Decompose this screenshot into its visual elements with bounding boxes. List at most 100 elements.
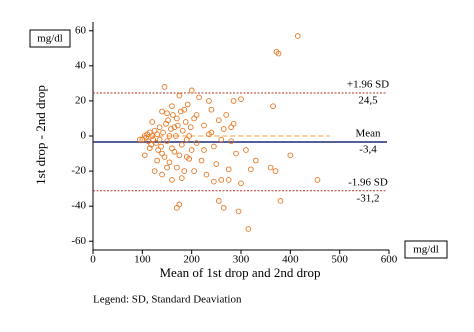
point <box>201 147 207 153</box>
point <box>213 161 220 167</box>
x-tick-label: 0 <box>90 254 96 266</box>
point <box>294 33 301 39</box>
y-axis-title: 1st drop - 2nd drop <box>33 85 48 185</box>
point <box>225 166 232 173</box>
point <box>179 127 186 134</box>
point <box>164 164 170 171</box>
y-tick-label: 60 <box>75 24 87 36</box>
point <box>170 112 176 118</box>
point <box>182 119 189 125</box>
x-tick-label: 100 <box>134 254 151 266</box>
point <box>153 140 159 146</box>
point <box>166 159 173 166</box>
point <box>159 171 165 178</box>
x-tick-label: 500 <box>331 254 348 266</box>
point <box>149 133 156 139</box>
point <box>220 126 227 132</box>
point <box>235 208 242 215</box>
unit-box <box>404 240 448 259</box>
reference-label: -1.96 SD <box>348 176 388 188</box>
unit-box <box>29 29 71 48</box>
point <box>196 94 202 101</box>
point <box>161 84 168 90</box>
x-tick-label: 400 <box>282 254 299 266</box>
point <box>178 175 185 181</box>
x-unit: mg/dl <box>413 244 439 256</box>
point <box>159 108 165 115</box>
point <box>208 106 215 113</box>
point <box>206 98 212 104</box>
point <box>188 87 195 94</box>
point <box>218 136 225 143</box>
point <box>154 157 160 164</box>
point <box>164 110 170 117</box>
point <box>173 133 179 139</box>
point <box>186 133 193 139</box>
point <box>270 103 276 110</box>
point <box>145 138 152 145</box>
reference-label: Mean <box>355 127 381 139</box>
point <box>158 143 164 150</box>
point <box>176 92 183 99</box>
point <box>150 136 157 143</box>
x-axis-title: Mean of 1st drop and 2nd drop <box>159 265 320 280</box>
point <box>160 129 166 136</box>
point <box>272 168 279 174</box>
point <box>155 147 161 153</box>
point <box>181 106 188 113</box>
point <box>230 98 237 104</box>
y-tick-label: -40 <box>71 200 86 212</box>
point <box>148 141 155 148</box>
point <box>287 152 294 159</box>
point <box>165 117 171 124</box>
x-tick-label: 600 <box>381 254 398 266</box>
point <box>178 141 185 148</box>
point <box>174 115 180 122</box>
point <box>215 198 222 204</box>
point <box>156 124 163 131</box>
footnote: Legend: SD, Standard Deaviation <box>93 294 242 306</box>
point <box>225 176 232 183</box>
point <box>198 157 205 164</box>
y-tick-label: -20 <box>71 165 86 177</box>
point <box>171 148 178 155</box>
point <box>267 164 274 171</box>
y-unit: mg/dl <box>37 33 63 45</box>
point <box>181 168 188 174</box>
reference-value: 24,5 <box>358 95 378 107</box>
point <box>169 176 175 183</box>
point <box>252 157 259 164</box>
point <box>211 143 217 150</box>
x-tick-label: 300 <box>233 254 250 266</box>
point <box>187 124 194 131</box>
y-tick-label: 0 <box>81 130 87 142</box>
point <box>314 176 321 183</box>
reference-label: +1.96 SD <box>347 79 389 91</box>
point <box>171 124 178 131</box>
point <box>137 136 143 143</box>
point <box>174 164 180 171</box>
point <box>238 180 244 187</box>
reference-value: -3,4 <box>359 143 377 155</box>
point <box>151 168 158 174</box>
point <box>174 205 180 211</box>
point <box>208 129 215 136</box>
point <box>243 147 249 153</box>
point <box>164 138 170 145</box>
point <box>161 154 168 160</box>
point <box>141 152 148 159</box>
y-tick-label: 40 <box>75 59 87 71</box>
point <box>166 133 173 139</box>
point <box>169 103 175 110</box>
point <box>218 176 225 183</box>
point <box>183 154 190 160</box>
reference-value: -31,2 <box>357 192 380 204</box>
y-tick-label: 20 <box>75 94 87 106</box>
point <box>228 138 234 145</box>
point <box>184 101 191 108</box>
point <box>275 50 282 57</box>
point <box>203 171 210 178</box>
point <box>149 119 156 125</box>
point <box>146 145 153 152</box>
point <box>193 140 200 146</box>
